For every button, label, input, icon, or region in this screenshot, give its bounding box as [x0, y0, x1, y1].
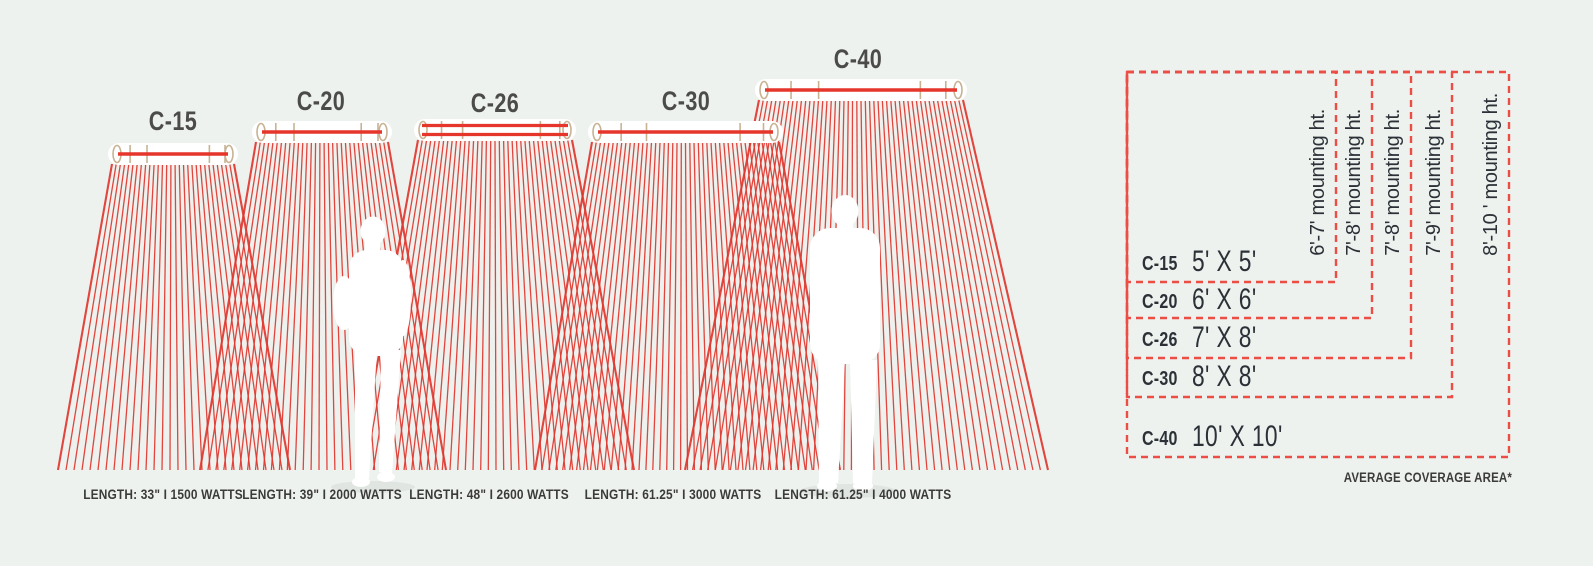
standing-person-left [333, 216, 411, 487]
mounting-height-label-c-20: 7'-8' mounting ht. [1343, 109, 1365, 256]
heater-caption-c-30: LENGTH: 61.25" I 3000 WATTS [584, 486, 762, 502]
coverage-area-rectangles [1125, 70, 1511, 459]
coverage-row-model-c-20: C-20 [1142, 291, 1178, 313]
mounting-height-label-c-30: 7'-9' mounting ht. [1423, 109, 1445, 256]
heater-caption-c-40: LENGTH: 61.25" I 4000 WATTS [774, 486, 952, 502]
heater-c-20 [252, 121, 392, 143]
heater-caption-c-20: LENGTH: 39" I 2000 WATTS [242, 486, 402, 502]
coverage-row-model-c-30: C-30 [1142, 368, 1178, 390]
coverage-row-model-c-15: C-15 [1142, 253, 1178, 275]
heater-caption-c-26: LENGTH: 48" I 2600 WATTS [409, 486, 569, 502]
heater-label-c-26: C-26 [470, 88, 520, 118]
coverage-rect-c-26 [1125, 70, 1413, 360]
heater-label-c-20: C-20 [296, 86, 346, 116]
heater-label-c-30: C-30 [661, 86, 711, 116]
heater-c-40 [755, 79, 967, 101]
coverage-row-size-c-30: 8' X 8' [1192, 360, 1257, 393]
heater-c-15 [108, 143, 238, 165]
coverage-row-model-c-40: C-40 [1142, 428, 1178, 450]
fan-c-15 [56, 163, 292, 471]
heater-caption-c-15: LENGTH: 33" I 1500 WATTS [83, 486, 243, 502]
heater-label-c-40: C-40 [833, 44, 883, 74]
coverage-row-size-c-20: 6' X 6' [1192, 283, 1257, 316]
mounting-height-label-c-40: 8'-10 ' mounting ht. [1480, 93, 1502, 256]
coverage-row-size-c-26: 7' X 8' [1192, 321, 1257, 354]
heater-c-26 [414, 119, 576, 141]
heater-c-30 [588, 121, 783, 143]
coverage-row-model-c-26: C-26 [1142, 329, 1178, 351]
coverage-row-size-c-40: 10' X 10' [1192, 420, 1283, 453]
mounting-height-label-c-15: 6'-7' mounting ht. [1307, 109, 1329, 256]
heater-label-c-15: C-15 [148, 106, 198, 136]
mounting-height-label-c-26: 7'-8' mounting ht. [1382, 109, 1404, 256]
average-coverage-area-footnote: AVERAGE COVERAGE AREA* [1343, 470, 1512, 485]
standing-person-right [810, 195, 880, 491]
coverage-row-size-c-15: 5' X 5' [1192, 245, 1257, 278]
